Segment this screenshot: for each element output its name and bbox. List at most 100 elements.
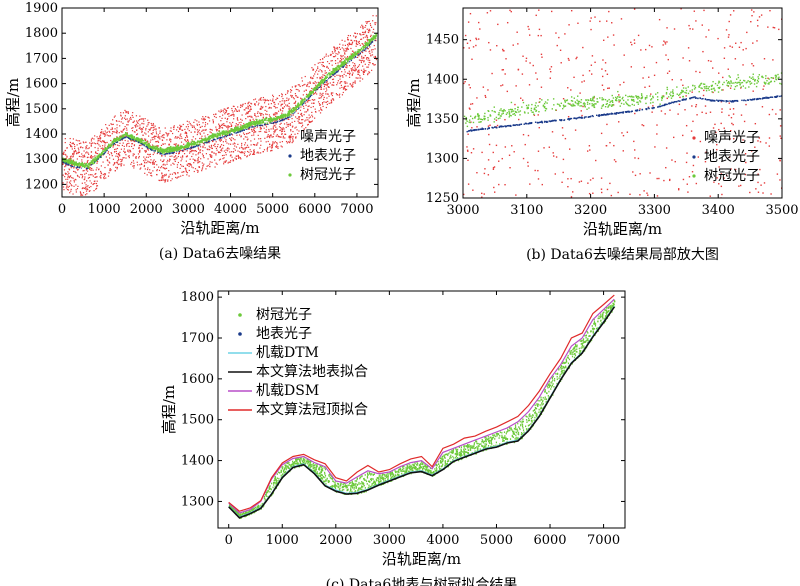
noise-photon (98, 137, 100, 140)
noise-photon (355, 35, 357, 38)
noise-photon (740, 87, 742, 89)
noise-photon (329, 69, 331, 71)
noise-photon (504, 118, 506, 121)
noise-photon (289, 123, 291, 125)
ground-photon (284, 118, 286, 120)
noise-photon (606, 188, 609, 191)
noise-photon (96, 180, 98, 182)
noise-photon (72, 153, 74, 156)
noise-photon (191, 145, 193, 147)
noise-photon (528, 28, 530, 30)
canopy-photon (153, 147, 156, 150)
canopy-photon (110, 143, 112, 145)
noise-photon (143, 165, 145, 168)
noise-photon (100, 137, 102, 139)
ground-photon (309, 96, 311, 98)
noise-photon (730, 168, 732, 170)
noise-photon (72, 142, 74, 145)
ground-photon (278, 120, 280, 122)
noise-photon (192, 167, 194, 169)
noise-photon (309, 81, 311, 83)
noise-photon (268, 130, 270, 132)
noise-photon (307, 105, 309, 108)
canopy-photon (255, 119, 258, 121)
canopy-photon (260, 122, 262, 124)
noise-photon (141, 147, 143, 150)
noise-photon (246, 150, 249, 153)
noise-photon (148, 171, 150, 173)
noise-photon (62, 182, 64, 184)
ground-photon (192, 146, 194, 148)
noise-photon (152, 163, 154, 165)
ground-photon (319, 86, 321, 88)
noise-photon (280, 109, 282, 112)
canopy-photon (147, 146, 150, 148)
noise-photon (348, 70, 350, 72)
noise-photon (64, 149, 67, 152)
ground-photon (65, 163, 67, 165)
noise-photon (126, 145, 128, 147)
noise-photon (116, 129, 118, 131)
canopy-photon (166, 149, 168, 152)
noise-photon (347, 85, 349, 87)
ground-photon (292, 113, 294, 115)
noise-photon (362, 51, 364, 54)
canopy-photon (193, 143, 196, 146)
noise-photon (371, 51, 373, 53)
noise-photon (701, 111, 703, 114)
canopy-photon (220, 132, 223, 135)
noise-photon (539, 98, 541, 100)
canopy-photon (214, 134, 216, 136)
ground-photon (100, 155, 102, 157)
noise-photon (73, 167, 75, 169)
ground-photon (304, 100, 306, 102)
noise-photon (302, 105, 305, 107)
ground-photon (303, 102, 305, 104)
canopy-photon (284, 116, 286, 118)
noise-photon (139, 128, 142, 130)
noise-photon (254, 98, 257, 100)
noise-photon (187, 128, 189, 130)
canopy-photon (264, 122, 266, 125)
noise-photon (179, 128, 182, 130)
noise-photon (198, 166, 200, 168)
noise-photon (327, 55, 329, 57)
noise-photon (87, 185, 89, 187)
canopy-photon (221, 133, 224, 135)
noise-photon (302, 94, 304, 96)
canopy-photon (169, 151, 171, 153)
noise-photon (100, 173, 103, 175)
noise-photon (331, 60, 333, 62)
canopy-photon (62, 159, 65, 161)
noise-photon (165, 132, 167, 134)
noise-photon (94, 143, 97, 145)
noise-photon (69, 143, 71, 146)
noise-photon (623, 81, 625, 84)
canopy-photon (150, 146, 152, 148)
noise-photon (81, 177, 83, 179)
noise-photon (153, 126, 155, 129)
noise-photon (477, 38, 480, 40)
noise-photon (186, 139, 188, 141)
noise-photon (319, 94, 321, 96)
noise-photon (193, 150, 195, 152)
noise-photon (68, 168, 70, 170)
noise-photon (117, 163, 119, 166)
noise-photon (673, 28, 676, 30)
noise-photon (94, 146, 96, 149)
noise-photon (128, 157, 130, 159)
noise-photon (63, 169, 66, 171)
noise-photon (116, 166, 118, 169)
ground-photon (66, 163, 68, 165)
noise-photon (191, 139, 193, 141)
canopy-photon (179, 146, 181, 148)
noise-photon (282, 110, 284, 112)
noise-photon (81, 182, 83, 184)
noise-photon (93, 190, 95, 192)
ground-photon (224, 135, 226, 137)
noise-photon (359, 33, 361, 35)
noise-photon (221, 123, 223, 125)
noise-photon (94, 135, 96, 137)
canopy-photon (338, 65, 341, 67)
canopy-photon (318, 83, 320, 85)
